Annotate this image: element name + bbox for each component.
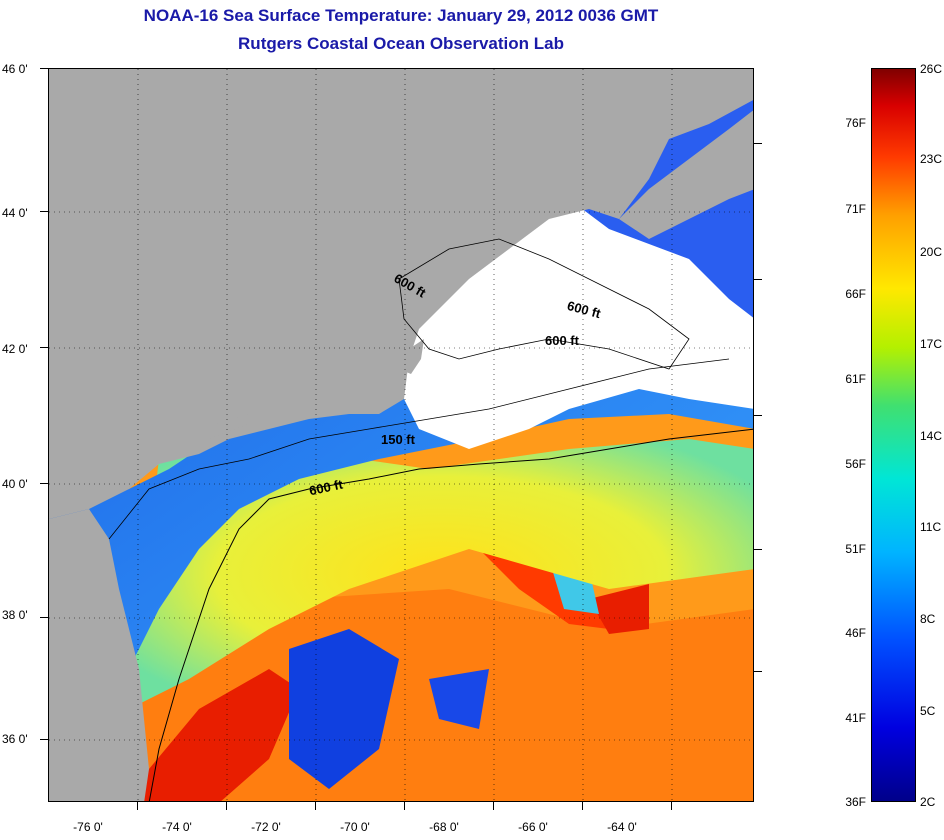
axis-tick <box>754 143 762 144</box>
axis-tick <box>754 415 762 416</box>
gulf-stream-warm-core <box>139 669 299 801</box>
longitude-label: -76 0' <box>73 820 103 834</box>
contour-600ft-gom <box>398 238 690 370</box>
contour-label: 150 ft <box>381 432 415 447</box>
map-subtitle: Rutgers Coastal Ocean Observation Lab <box>238 34 564 53</box>
longitude-label: -66 0' <box>518 820 548 834</box>
axis-tick <box>582 802 583 810</box>
colorbar-fahrenheit-label: 46F <box>845 626 866 640</box>
latitude-label: 42 0' <box>2 342 28 356</box>
cold-eddy <box>289 629 399 789</box>
axis-tick <box>40 347 48 348</box>
axis-tick <box>40 211 48 212</box>
colorbar-celsius-label: 20C <box>920 245 943 259</box>
colorbar-fahrenheit-label: 51F <box>845 542 866 556</box>
temperature-colorbar <box>871 68 916 802</box>
longitude-label: -74 0' <box>162 820 192 834</box>
axis-tick <box>40 483 48 484</box>
colorbar-celsius-label: 11C <box>920 520 942 534</box>
latitude-label: 44 0' <box>2 206 28 220</box>
latitude-label: 36 0' <box>2 732 28 746</box>
colorbar-celsius-label: 17C <box>920 337 943 351</box>
colorbar-celsius-label: 14C <box>920 429 943 443</box>
map-title: NOAA-16 Sea Surface Temperature: January… <box>143 6 659 25</box>
sst-map-graphic <box>49 69 753 801</box>
colorbar-fahrenheit-label: 76F <box>845 116 866 130</box>
longitude-label: -70 0' <box>340 820 370 834</box>
colorbar-fahrenheit-label: 66F <box>845 287 866 301</box>
axis-tick <box>754 549 762 550</box>
sst-map <box>48 68 754 802</box>
colorbar-celsius-label: 2C <box>920 795 936 809</box>
land-nova-scotia <box>619 110 753 239</box>
axis-tick <box>493 802 494 810</box>
land-long-island <box>199 404 299 439</box>
axis-tick <box>40 739 48 740</box>
latitude-label: 46 0' <box>2 62 28 76</box>
axis-tick <box>226 802 227 810</box>
slope-water-region <box>129 439 753 709</box>
contour-label: 600 ft <box>545 333 579 348</box>
latitude-label: 38 0' <box>2 608 28 622</box>
latitude-label: 40 0' <box>2 477 28 491</box>
axis-tick <box>315 802 316 810</box>
colorbar-celsius-label: 5C <box>920 704 936 718</box>
colorbar-fahrenheit-label: 41F <box>845 711 866 725</box>
land-mid-atlantic <box>49 509 149 801</box>
axis-tick <box>671 802 672 810</box>
axis-tick <box>137 802 138 810</box>
axis-tick <box>404 802 405 810</box>
axis-tick <box>40 68 48 69</box>
colorbar-celsius-label: 23C <box>920 152 943 166</box>
colorbar-fahrenheit-label: 61F <box>845 372 866 386</box>
longitude-label: -68 0' <box>429 820 459 834</box>
contour-150ft <box>108 358 730 540</box>
colorbar-fahrenheit-label: 36F <box>845 795 866 809</box>
colorbar-fahrenheit-label: 56F <box>845 457 866 471</box>
longitude-label: -72 0' <box>251 820 281 834</box>
colorbar-celsius-label: 26C <box>920 62 943 76</box>
colorbar-fahrenheit-label: 71F <box>845 202 866 216</box>
axis-tick <box>754 671 762 672</box>
longitude-label: -64 0' <box>607 820 637 834</box>
colorbar-celsius-label: 8C <box>920 612 936 626</box>
axis-tick <box>40 617 48 618</box>
axis-tick <box>754 279 762 280</box>
